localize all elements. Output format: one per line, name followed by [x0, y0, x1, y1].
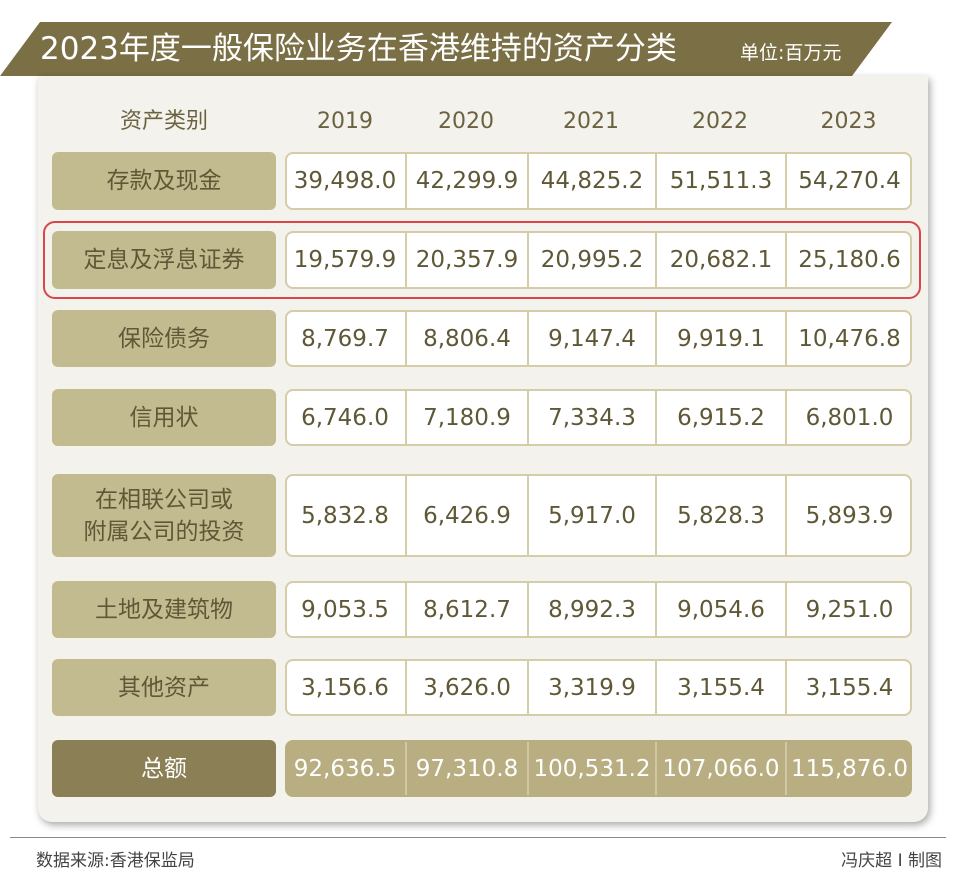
value-cell: 100,531.2	[527, 742, 655, 795]
value-cell: 7,180.9	[405, 391, 527, 444]
highlight	[43, 221, 921, 299]
value-cell: 6,915.2	[655, 391, 785, 444]
row-label: 总额	[52, 740, 276, 797]
header-cell: 资产类别	[119, 109, 208, 134]
value-cell: 8,806.4	[405, 312, 527, 365]
row-label: 存款及现金	[52, 152, 276, 210]
value-cell: 3,319.9	[527, 661, 655, 714]
unit: 单位:百万元	[740, 42, 842, 64]
value-row: 39,498.0 42,299.9 44,825.2 51,511.3 54,270.4	[285, 152, 912, 210]
value-cell: 9,053.5	[301, 596, 389, 623]
credit: 冯庆超 I 制图	[841, 851, 942, 871]
value-cell: 3,155.4	[655, 661, 785, 714]
value-cell: 9,919.1	[655, 312, 785, 365]
value-cell: 54,270.4	[785, 154, 912, 208]
row-label: 其他资产	[52, 659, 276, 716]
value-cell: 5,917.0	[527, 476, 655, 555]
title: 2023年度一般保险业务在香港维持的资产分类	[40, 31, 677, 67]
value-cell: 115,876.0	[785, 742, 912, 795]
value-cell: 20,682.1	[655, 233, 785, 287]
title-banner	[0, 22, 892, 76]
value-cell: 107,066.0	[655, 742, 785, 795]
value-cell: 3,155.4	[785, 661, 912, 714]
source: 数据来源:香港保监局	[36, 851, 195, 871]
header-cell: 2021	[563, 109, 619, 134]
value-cell: 5,832.8	[301, 502, 389, 529]
value-cell: 20,357.9	[405, 233, 527, 287]
row-label: 信用状	[52, 389, 276, 446]
value-cell: 8,612.7	[405, 583, 527, 636]
value-cell: 5,893.9	[785, 476, 912, 555]
value-cell: 8,992.3	[527, 583, 655, 636]
value-cell: 7,334.3	[527, 391, 655, 444]
value-row: 8,769.7 8,806.4 9,147.4 9,919.1 10,476.8	[285, 310, 912, 367]
row-label: 土地及建筑物	[52, 581, 276, 638]
value-row: 5,832.8 6,426.9 5,917.0 5,828.3 5,893.9	[285, 474, 912, 557]
row-label: 在相联公司或 附属公司的投资	[52, 474, 276, 557]
value-cell: 6,801.0	[785, 391, 912, 444]
row-label: 定息及浮息证券	[52, 231, 276, 289]
value-cell: 9,251.0	[785, 583, 912, 636]
value-cell: 97,310.8	[405, 742, 527, 795]
footer-rule	[10, 837, 946, 838]
value-cell: 42,299.9	[405, 154, 527, 208]
value-cell: 6,746.0	[301, 404, 389, 431]
value-cell: 51,511.3	[655, 154, 785, 208]
value-cell: 20,995.2	[527, 233, 655, 287]
value-cell: 6,426.9	[405, 476, 527, 555]
value-cell: 25,180.6	[785, 233, 912, 287]
value-cell: 9,147.4	[527, 312, 655, 365]
value-row: 9,053.5 8,612.7 8,992.3 9,054.6 9,251.0	[285, 581, 912, 638]
value-cell: 39,498.0	[293, 168, 397, 194]
value-row: 3,156.6 3,626.0 3,319.9 3,155.4 3,155.4	[285, 659, 912, 716]
header-cell: 2019	[317, 109, 373, 134]
header-cell: 2020	[438, 109, 494, 134]
value-cell: 5,828.3	[655, 476, 785, 555]
value-row: 6,746.0 7,180.9 7,334.3 6,915.2 6,801.0	[285, 389, 912, 446]
value-cell: 3,626.0	[405, 661, 527, 714]
value-row: 92,636.5 97,310.8 100,531.2 107,066.0 115,87…	[285, 740, 912, 797]
value-row: 19,579.9 20,357.9 20,995.2 20,682.1 25,180.6	[285, 231, 912, 289]
value-cell: 8,769.7	[301, 325, 389, 352]
header-cell: 2023	[820, 109, 877, 134]
value-cell: 19,579.9	[293, 247, 397, 273]
value-cell: 9,054.6	[655, 583, 785, 636]
value-cell: 3,156.6	[301, 674, 389, 701]
header-cell: 2022	[692, 109, 748, 134]
value-cell: 10,476.8	[785, 312, 912, 365]
value-cell: 44,825.2	[527, 154, 655, 208]
value-cell: 92,636.5	[293, 755, 397, 782]
row-label: 保险债务	[52, 310, 276, 367]
